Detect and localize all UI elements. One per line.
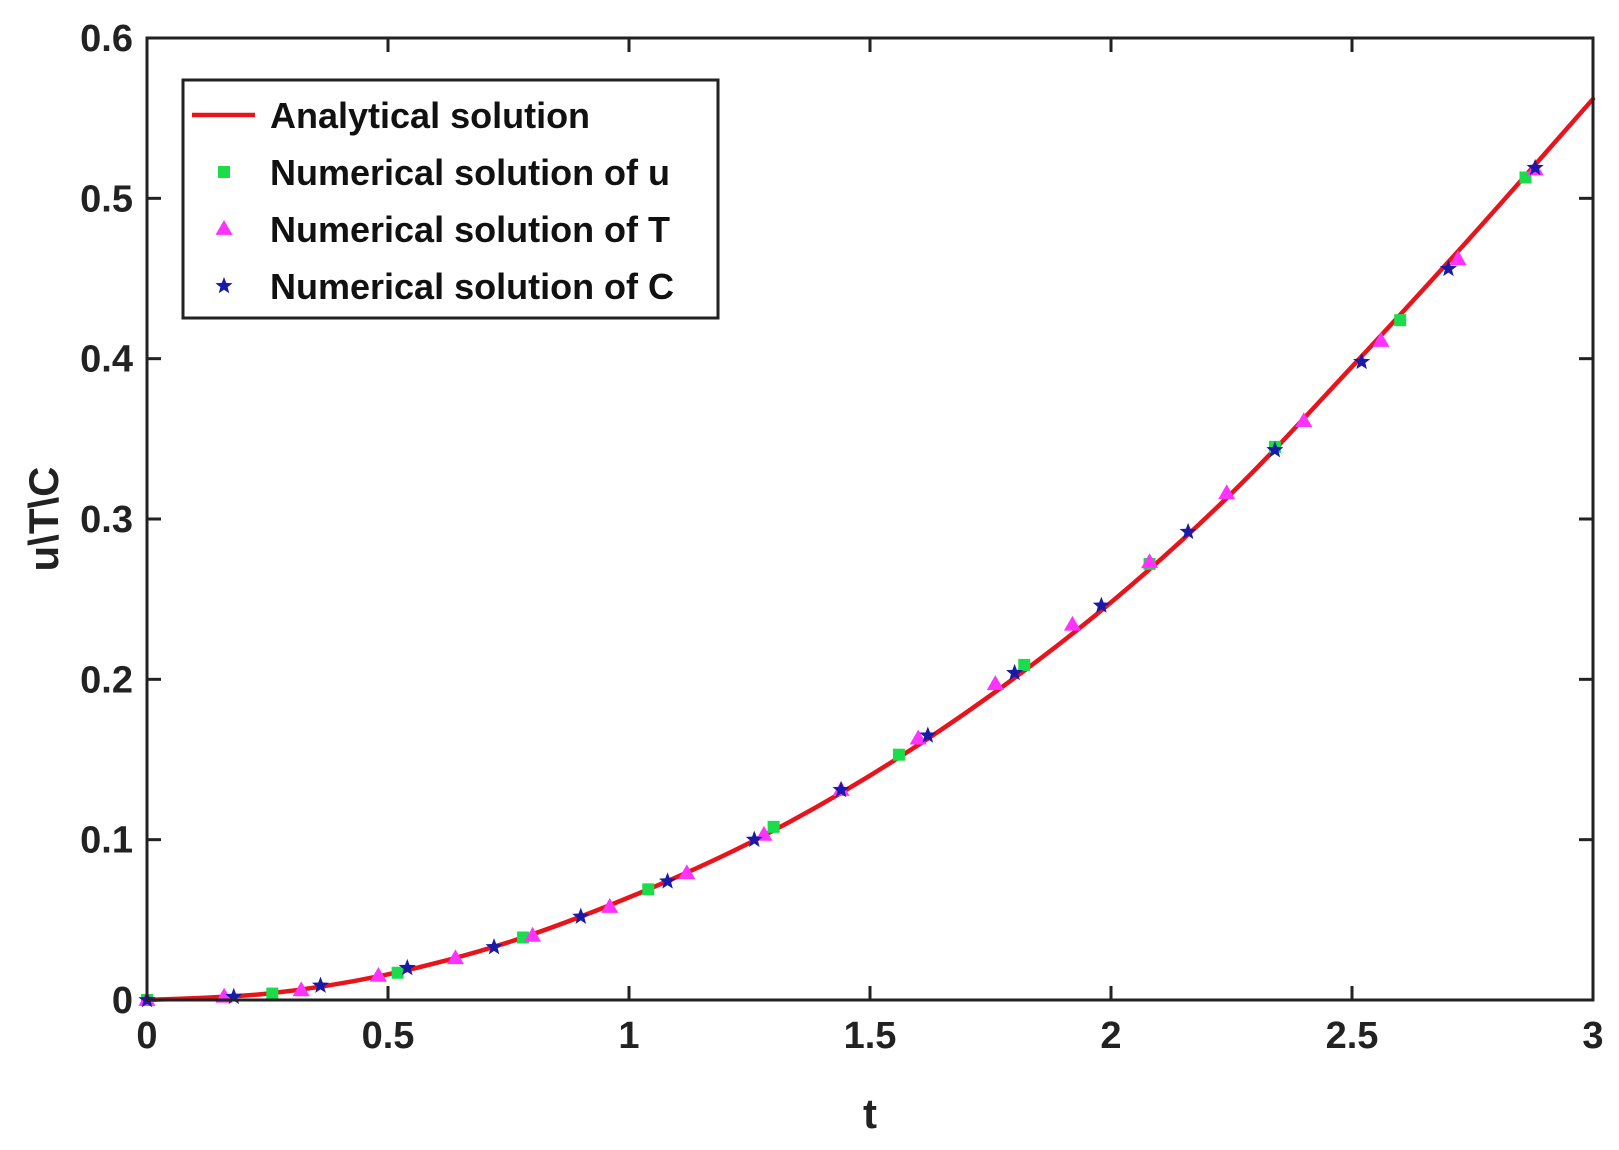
y-tick-label: 0.3 bbox=[80, 499, 133, 541]
legend-entries: Analytical solution Numerical solution of… bbox=[192, 95, 674, 307]
ticks-layer bbox=[145, 36, 1595, 1002]
legend-box bbox=[181, 78, 720, 320]
star-marker-point bbox=[1353, 352, 1371, 370]
star-marker-point bbox=[572, 907, 590, 924]
star-marker-point bbox=[225, 987, 243, 1005]
triangle-marker-point bbox=[1372, 332, 1390, 347]
x-tick-label: 1 bbox=[618, 1015, 639, 1057]
triangle-marker-point bbox=[986, 675, 1004, 690]
triangle-marker-point bbox=[1141, 553, 1159, 569]
star-marker-point bbox=[1092, 596, 1110, 613]
triangle-marker-point bbox=[292, 981, 310, 997]
triangle-marker-point bbox=[909, 729, 927, 745]
square-marker-point bbox=[767, 820, 780, 833]
x-tick-label: 2 bbox=[1100, 1015, 1121, 1057]
legend-triangle-swatch bbox=[215, 220, 233, 235]
legend-star-swatch bbox=[215, 277, 233, 294]
triangle-marker-point bbox=[1218, 484, 1236, 500]
star-marker-point bbox=[1266, 441, 1284, 458]
y-tick-label: 0 bbox=[112, 980, 133, 1022]
x-tick-label: 2.5 bbox=[1326, 1015, 1379, 1057]
legend-label: Numerical solution of T bbox=[270, 209, 670, 250]
square-marker-point bbox=[642, 883, 655, 896]
triangle-marker-point bbox=[524, 926, 542, 942]
x-tick-label: 3 bbox=[1582, 1015, 1603, 1057]
legend: Analytical solution Numerical solution of… bbox=[181, 78, 720, 320]
x-tick-label: 0.5 bbox=[362, 1015, 415, 1057]
triangle-marker-point bbox=[1063, 615, 1081, 631]
y-tick-label: 0.1 bbox=[80, 820, 133, 862]
star-marker-point bbox=[1439, 259, 1457, 277]
triangle-marker-point bbox=[369, 966, 387, 982]
triangle-marker-point bbox=[446, 949, 465, 965]
legend-label: Analytical solution bbox=[270, 95, 590, 136]
x-tick-label: 1.5 bbox=[844, 1015, 897, 1057]
triangle-marker-point bbox=[1295, 412, 1313, 428]
x-tick-label: 0 bbox=[136, 1015, 157, 1057]
square-marker-point bbox=[1394, 314, 1407, 327]
square-marker-point bbox=[1018, 658, 1031, 671]
square-marker-point bbox=[391, 966, 404, 979]
star-marker-point bbox=[311, 976, 330, 993]
y-tick-label: 0.2 bbox=[80, 659, 133, 701]
triangle-marker-point bbox=[601, 898, 619, 913]
x-axis-label: t bbox=[863, 1090, 877, 1137]
y-tick-label: 0.5 bbox=[80, 178, 133, 220]
star-marker-point bbox=[745, 830, 763, 847]
legend-label: Numerical solution of C bbox=[270, 266, 674, 307]
series-star-markers bbox=[138, 158, 1544, 1008]
legend-entry: Numerical solution of C bbox=[215, 266, 674, 307]
triangle-marker-point bbox=[678, 864, 696, 880]
y-tick-label: 0.4 bbox=[80, 339, 133, 381]
series-layer bbox=[138, 96, 1596, 1008]
star-marker-point bbox=[485, 938, 503, 955]
legend-label: Numerical solution of u bbox=[270, 152, 670, 193]
star-marker-point bbox=[919, 726, 937, 743]
legend-entry: Numerical solution of u bbox=[218, 152, 670, 193]
star-marker-point bbox=[832, 780, 850, 798]
star-marker-point bbox=[1006, 663, 1024, 681]
star-marker-point bbox=[1179, 522, 1197, 540]
legend-entry: Analytical solution bbox=[192, 95, 590, 136]
star-marker-point bbox=[1526, 158, 1544, 176]
square-marker-point bbox=[892, 748, 905, 761]
x-tick-labels: 0 0.5 1 1.5 2 2.5 3 bbox=[136, 1015, 1603, 1057]
star-marker-point bbox=[659, 872, 677, 889]
star-marker-point bbox=[398, 958, 416, 976]
y-tick-labels: 0 0.1 0.2 0.3 0.4 0.5 0.6 bbox=[80, 18, 133, 1022]
legend-entry: Numerical solution of T bbox=[215, 209, 670, 250]
legend-square-swatch bbox=[218, 166, 230, 178]
y-axis-label: u\T\C bbox=[20, 467, 67, 572]
y-tick-label: 0.6 bbox=[80, 18, 133, 60]
series-triangle-markers bbox=[138, 160, 1544, 1006]
triangle-marker-point bbox=[1449, 250, 1467, 266]
square-marker-point bbox=[266, 987, 279, 1000]
